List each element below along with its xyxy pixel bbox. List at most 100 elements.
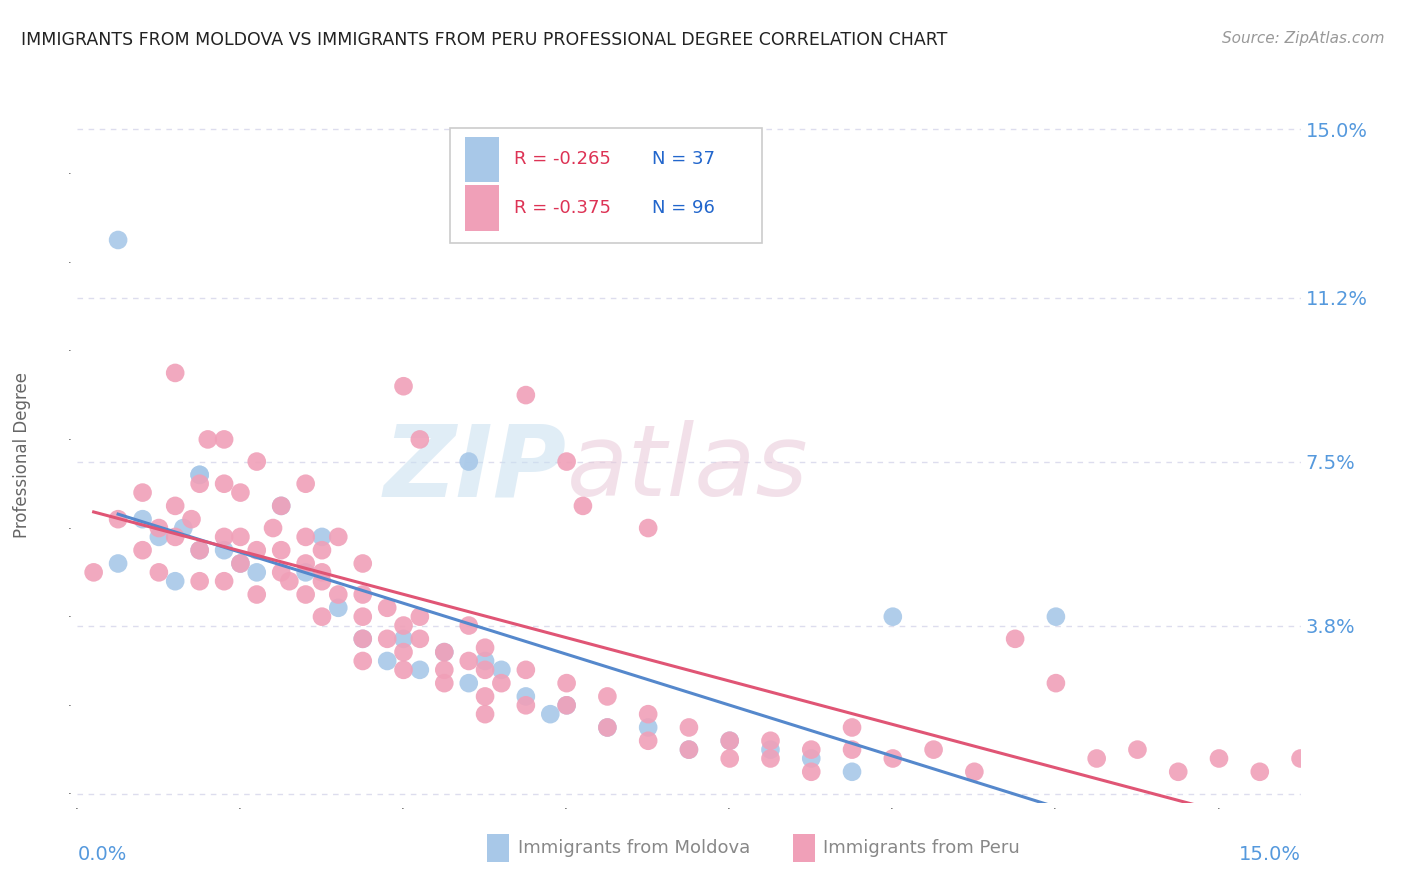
Point	[457, 654, 479, 668]
Text: R = -0.375: R = -0.375	[515, 199, 612, 217]
Point	[882, 751, 904, 765]
Point	[262, 521, 284, 535]
Text: N = 37: N = 37	[652, 150, 716, 169]
Point	[433, 645, 456, 659]
Text: atlas: atlas	[567, 420, 808, 517]
Point	[246, 543, 269, 558]
Text: 0.0%: 0.0%	[77, 845, 127, 863]
FancyBboxPatch shape	[465, 136, 499, 182]
Point	[457, 618, 479, 632]
Point	[515, 388, 537, 402]
Point	[278, 574, 301, 589]
FancyBboxPatch shape	[450, 128, 762, 243]
Point	[165, 530, 187, 544]
Point	[718, 733, 741, 747]
Point	[294, 476, 316, 491]
Point	[596, 690, 619, 704]
Point	[188, 467, 211, 482]
Text: IMMIGRANTS FROM MOLDOVA VS IMMIGRANTS FROM PERU PROFESSIONAL DEGREE CORRELATION : IMMIGRANTS FROM MOLDOVA VS IMMIGRANTS FR…	[21, 31, 948, 49]
Point	[759, 742, 782, 756]
Point	[212, 574, 235, 589]
Point	[409, 433, 432, 447]
Point	[637, 721, 659, 735]
Point	[392, 379, 415, 393]
Point	[229, 557, 252, 571]
Point	[963, 764, 986, 779]
Point	[637, 707, 659, 722]
Point	[352, 609, 374, 624]
FancyBboxPatch shape	[486, 834, 509, 862]
Point	[678, 742, 700, 756]
Point	[474, 663, 496, 677]
Point	[1085, 751, 1108, 765]
Point	[246, 566, 269, 580]
Text: Professional Degree: Professional Degree	[13, 372, 31, 538]
Point	[131, 512, 153, 526]
Point	[409, 609, 432, 624]
Text: ZIP: ZIP	[384, 420, 567, 517]
Point	[1167, 764, 1189, 779]
Text: R = -0.265: R = -0.265	[515, 150, 610, 169]
Point	[352, 632, 374, 646]
Point	[107, 233, 129, 247]
Point	[596, 721, 619, 735]
Point	[555, 698, 578, 713]
Point	[678, 721, 700, 735]
Point	[409, 632, 432, 646]
Point	[841, 721, 863, 735]
Point	[1208, 751, 1230, 765]
Point	[882, 609, 904, 624]
Point	[375, 632, 398, 646]
Point	[922, 742, 945, 756]
Point	[800, 764, 823, 779]
Point	[538, 707, 561, 722]
Point	[188, 467, 211, 482]
Point	[328, 587, 350, 601]
Point	[148, 530, 170, 544]
Point	[311, 609, 333, 624]
Point	[352, 654, 374, 668]
FancyBboxPatch shape	[465, 186, 499, 230]
Point	[294, 557, 316, 571]
Point	[555, 698, 578, 713]
Point	[165, 366, 187, 380]
Point	[197, 433, 219, 447]
Point	[409, 663, 432, 677]
Point	[229, 557, 252, 571]
Point	[491, 676, 513, 690]
Point	[1289, 751, 1312, 765]
Point	[375, 654, 398, 668]
Point	[352, 557, 374, 571]
Point	[246, 587, 269, 601]
Point	[270, 543, 292, 558]
Point	[311, 530, 333, 544]
Point	[1045, 609, 1067, 624]
Point	[474, 640, 496, 655]
Point	[172, 521, 194, 535]
Point	[474, 690, 496, 704]
Point	[107, 557, 129, 571]
Point	[433, 645, 456, 659]
Point	[188, 543, 211, 558]
Point	[352, 587, 374, 601]
Point	[433, 663, 456, 677]
Point	[515, 698, 537, 713]
Text: N = 96: N = 96	[652, 199, 716, 217]
Point	[311, 543, 333, 558]
Point	[1004, 632, 1026, 646]
Point	[131, 485, 153, 500]
Point	[311, 574, 333, 589]
Point	[433, 676, 456, 690]
Point	[352, 632, 374, 646]
Point	[678, 742, 700, 756]
Point	[229, 530, 252, 544]
Point	[212, 543, 235, 558]
Point	[294, 530, 316, 544]
Point	[83, 566, 105, 580]
Point	[759, 733, 782, 747]
Point	[1249, 764, 1271, 779]
Point	[165, 574, 187, 589]
Point	[107, 512, 129, 526]
Point	[246, 454, 269, 468]
Point	[841, 764, 863, 779]
